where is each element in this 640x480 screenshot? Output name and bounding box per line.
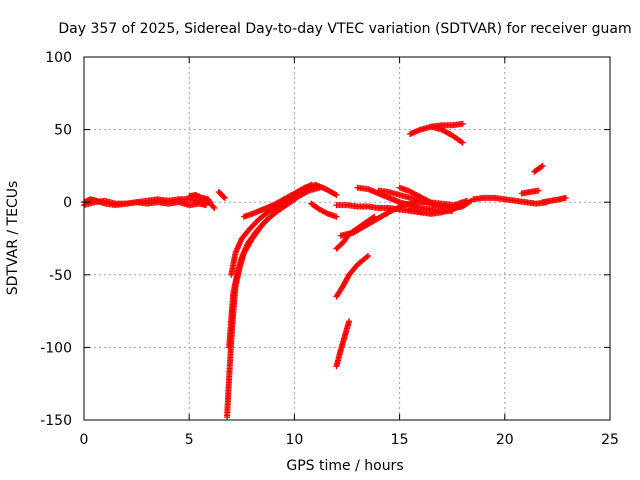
series-track-u [470, 194, 550, 207]
grid-layer [84, 57, 610, 420]
series-track-i [308, 200, 340, 220]
series-track-h [240, 181, 340, 220]
plot-area-border [83, 56, 611, 421]
data-point [220, 194, 227, 201]
x-tick-label: 5 [185, 432, 194, 448]
data-point [539, 162, 546, 169]
series-track-r [396, 184, 437, 207]
data-point [363, 253, 370, 260]
series-track-k [333, 252, 372, 300]
data-point [332, 191, 339, 198]
x-axis-label: GPS time / hours [286, 458, 403, 474]
chart-title: Day 357 of 2025, Sidereal Day-to-day VTE… [58, 21, 631, 37]
data-point [458, 138, 465, 145]
data-point [459, 202, 466, 209]
series-track-g [228, 181, 315, 278]
series-track-q [407, 202, 466, 217]
data-point [538, 163, 545, 170]
data-point [203, 202, 210, 209]
data-point [562, 194, 569, 201]
data-point [210, 203, 217, 210]
series-track-c [186, 191, 218, 212]
y-tick-label: 100 [45, 50, 72, 66]
x-tick-label: 25 [601, 432, 619, 448]
data-point [333, 213, 340, 220]
series-track-v [518, 187, 542, 197]
series-track-w [531, 162, 546, 175]
x-tick-label: 15 [391, 432, 409, 448]
data-point [466, 198, 473, 205]
series-track-d [215, 189, 228, 201]
y-tick-label: -50 [49, 268, 72, 284]
y-tick-label: -100 [40, 340, 72, 356]
data-point [365, 252, 372, 259]
series-track-l [333, 318, 353, 370]
data-point [535, 187, 542, 194]
y-tick-label: -150 [40, 413, 72, 429]
data-point [211, 205, 218, 212]
x-tick-label: 20 [496, 432, 514, 448]
data-point [459, 139, 466, 146]
series-track-x [539, 194, 569, 206]
data-point [430, 200, 437, 207]
data-point [459, 120, 466, 127]
data-point [221, 194, 228, 201]
series-track-t [428, 123, 466, 146]
x-tick-label: 0 [80, 432, 89, 448]
data-point [346, 318, 353, 325]
y-axis-label: SDTVAR / TECUs [5, 181, 21, 296]
tick-layer: 0 5 10 15 20 25 -150 -100 -50 0 50 100 [40, 50, 619, 448]
data-point [333, 191, 340, 198]
x-tick-label: 10 [285, 432, 303, 448]
y-tick-label: 50 [54, 123, 72, 139]
y-tick-label: 0 [63, 195, 72, 211]
data-point [300, 185, 307, 192]
data-layer [81, 120, 569, 421]
